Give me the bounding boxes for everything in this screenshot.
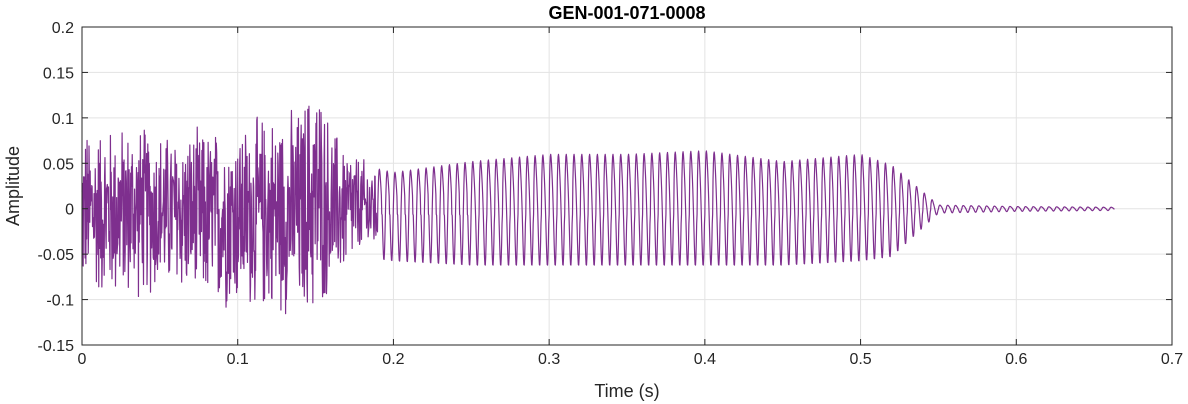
y-tick-label: 0.1 — [52, 111, 74, 128]
x-tick-label: 0.4 — [694, 351, 716, 368]
y-axis-label: Amplitude — [3, 146, 23, 226]
y-tick-label: 0.15 — [43, 65, 74, 82]
x-tick-label: 0 — [78, 351, 87, 368]
x-tick-label: 0.3 — [538, 351, 560, 368]
tick-layer: 0 0.1 0.2 0.3 0.4 0.5 0.6 0.7 -0.15 -0.1 -0.05 0 0.0… — [38, 20, 1184, 368]
y-tick-label: -0.05 — [38, 247, 75, 264]
axes-frame — [81, 26, 1173, 346]
x-tick-label: 0.7 — [1161, 351, 1183, 368]
x-tick-label: 0.6 — [1005, 351, 1027, 368]
y-tick-label: 0.05 — [43, 156, 74, 173]
x-tick-label: 0.5 — [849, 351, 871, 368]
y-tick-label: 0.2 — [52, 20, 74, 37]
x-axis-label: Time (s) — [594, 381, 659, 401]
waveform-layer — [81, 105, 1115, 315]
chart-title: GEN-001-071-0008 — [548, 3, 705, 23]
x-tick-label: 0.2 — [382, 351, 404, 368]
y-tick-label: -0.15 — [38, 338, 75, 355]
waveform-line — [81, 105, 1115, 315]
y-tick-label: -0.1 — [46, 293, 74, 310]
x-tick-label: 0.1 — [227, 351, 249, 368]
y-tick-label: 0 — [65, 202, 74, 219]
